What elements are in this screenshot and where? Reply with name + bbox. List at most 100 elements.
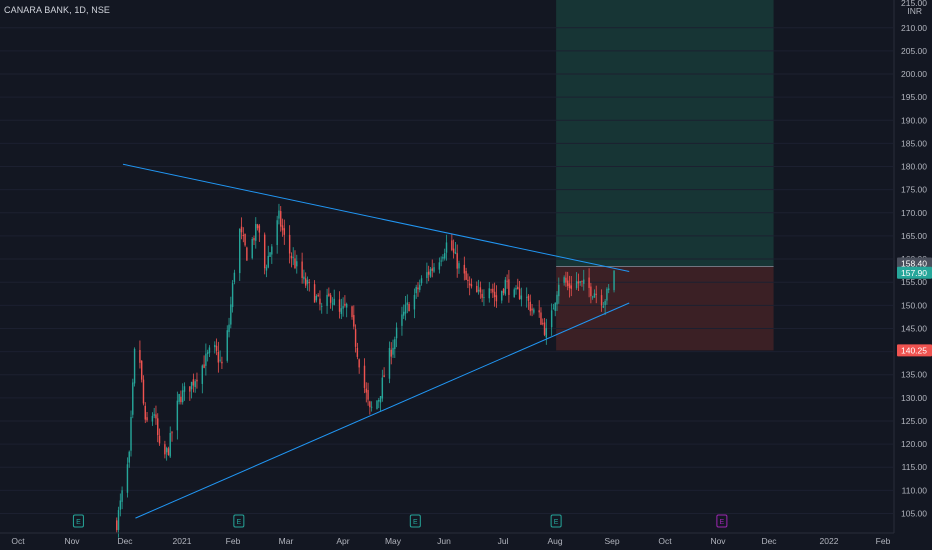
price-tag-label: 157.90 [901, 268, 927, 278]
candle-body [157, 418, 159, 436]
price-tick-label: 105.00 [901, 508, 927, 518]
earnings-marker[interactable]: E [716, 514, 728, 528]
support-trendline[interactable] [135, 302, 630, 519]
candle-body [456, 253, 458, 269]
candle-body [501, 291, 503, 301]
resistance-trendline[interactable] [122, 163, 630, 273]
candle-body [404, 304, 407, 314]
candle-body [317, 294, 319, 296]
candle-body [406, 302, 408, 305]
time-tick-label: Dec [761, 536, 777, 546]
earnings-icon[interactable] [550, 514, 562, 528]
candle-body [488, 288, 490, 299]
candle-body [369, 401, 371, 408]
candle-body [176, 400, 179, 431]
candle-body [319, 298, 321, 305]
candle-body [527, 295, 530, 301]
candle-body [470, 284, 473, 287]
earnings-icon[interactable] [716, 514, 728, 528]
earnings-marker[interactable]: E [550, 514, 562, 528]
earnings-marker[interactable]: E [72, 514, 84, 528]
candle-body [208, 347, 211, 353]
candle-body [119, 500, 122, 510]
candle-body [130, 417, 132, 451]
candle-body [479, 287, 482, 293]
candle-body [203, 364, 205, 368]
candle-body [383, 375, 385, 378]
stop-zone[interactable] [556, 266, 774, 351]
candle-body [192, 379, 195, 386]
candle-body [454, 252, 457, 254]
earnings-marker[interactable]: E [409, 514, 421, 528]
candle-body [376, 400, 378, 409]
candle-body [378, 400, 380, 402]
candle-body [520, 295, 523, 300]
time-tick-label: Mar [279, 536, 294, 546]
price-tick-label: 190.00 [901, 115, 927, 125]
candle-body [518, 288, 521, 300]
candle-body [326, 294, 328, 306]
candle-body [263, 234, 266, 269]
candle-body [251, 239, 253, 259]
price-tag-label: 140.25 [901, 345, 927, 355]
earnings-label: E [237, 519, 242, 526]
price-tick-label: 115.00 [902, 462, 928, 472]
candlesticks [116, 203, 615, 538]
candle-body [431, 268, 433, 271]
price-tick-label: 180.00 [901, 162, 927, 172]
position-zones[interactable] [556, 0, 774, 351]
candle-body [338, 299, 341, 312]
candle-body [128, 451, 130, 463]
target-zone[interactable] [556, 0, 774, 267]
candle-body [367, 389, 369, 400]
time-tick-label: Jul [498, 536, 509, 546]
price-tick-label: 200.00 [901, 69, 927, 79]
earnings-marker[interactable]: E [233, 514, 245, 528]
time-axis[interactable]: Oct Nov Dec 2021 Feb Mar Apr May Jun Jul Aug Sep Oct… [0, 532, 894, 546]
candle-body [606, 288, 608, 301]
time-tick-label: Nov [710, 536, 726, 546]
candle-body [438, 262, 441, 270]
candle-body [563, 277, 565, 283]
price-tag-background [897, 257, 932, 270]
candle-body [142, 379, 145, 404]
earnings-icon[interactable] [409, 514, 421, 528]
candle-body [331, 303, 334, 305]
candle-body [303, 276, 305, 280]
time-tick-label: May [385, 536, 402, 546]
candle-body [180, 396, 182, 403]
candle-body [296, 261, 298, 267]
candle-body [545, 328, 548, 338]
earnings-icon[interactable] [233, 514, 245, 528]
price-tick-label: 120.00 [901, 439, 927, 449]
candle-body [558, 284, 560, 297]
candle-body [493, 291, 496, 298]
candle-body [205, 353, 207, 366]
candle-body [219, 359, 221, 361]
candle-body [440, 260, 442, 262]
candle-body [189, 386, 191, 392]
candle-body [181, 390, 184, 403]
price-tag-background [897, 344, 932, 357]
candle-body [304, 278, 307, 286]
candle-body [246, 247, 248, 261]
price-tick-label: 195.00 [901, 92, 927, 102]
candle-body [140, 360, 143, 380]
price-tick-label: 210.00 [901, 23, 927, 33]
earnings-icon[interactable] [72, 514, 84, 528]
candle-body [333, 298, 335, 305]
price-tag-background [897, 266, 932, 279]
time-tick-label: Oct [658, 536, 672, 546]
candle-body [427, 271, 430, 275]
candle-body [504, 279, 507, 295]
candle-body [329, 295, 332, 303]
candle-body [394, 339, 396, 350]
candle-body [395, 327, 398, 339]
candle-body [244, 233, 246, 246]
trendlines[interactable] [122, 163, 630, 519]
price-tick-label: 110.00 [902, 485, 928, 495]
